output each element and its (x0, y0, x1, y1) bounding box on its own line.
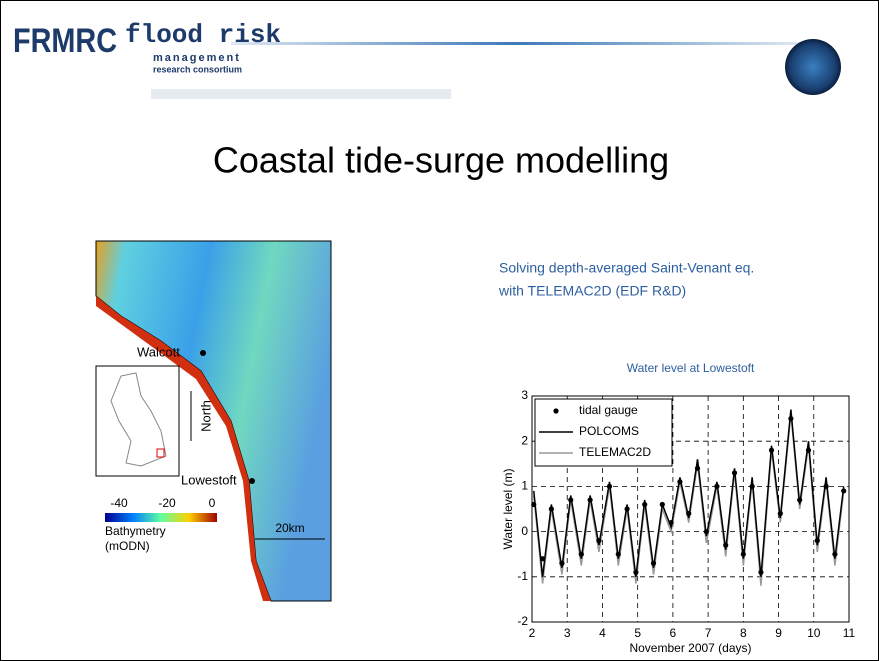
brand: flood risk (125, 20, 281, 50)
x-tick-label: 6 (670, 626, 677, 640)
header-line (231, 42, 801, 45)
legend-label: tidal gauge (579, 403, 638, 417)
data-point (607, 484, 612, 489)
map-label: Walcott (137, 344, 180, 359)
y-tick-label: 3 (521, 388, 528, 402)
x-tick-label: 5 (634, 626, 641, 640)
data-point (815, 538, 820, 543)
data-point (824, 484, 829, 489)
x-tick-label: 2 (529, 626, 536, 640)
data-point (677, 479, 682, 484)
y-tick-label: 0 (521, 524, 528, 538)
legend-label: TELEMAC2D (579, 445, 651, 459)
description: Solving depth-averaged Saint-Venant eq. (499, 260, 754, 276)
colorbar-label: 0 (209, 496, 216, 510)
x-tick-label: 9 (775, 626, 782, 640)
description: with TELEMAC2D (EDF R&D) (498, 283, 686, 299)
map-point (249, 478, 255, 484)
data-point (596, 538, 601, 543)
data-point (633, 570, 638, 575)
colorbar-title: Bathymetry (105, 524, 166, 538)
data-point (686, 511, 691, 516)
data-point (750, 484, 755, 489)
data-point (788, 416, 793, 421)
header-bg (1, 1, 878, 101)
data-point (651, 561, 656, 566)
slide: FRMRC flood risk management research con… (0, 0, 879, 661)
data-point (695, 466, 700, 471)
header-band (151, 89, 451, 99)
chart: Water level at Lowestoft November 2007 (d… (501, 361, 855, 655)
data-point (732, 470, 737, 475)
chart-title: Water level at Lowestoft (627, 361, 755, 375)
x-axis-label: November 2007 (days) (629, 641, 751, 655)
data-point (758, 570, 763, 575)
y-tick-label: -2 (517, 614, 528, 628)
x-tick-label: 7 (705, 626, 712, 640)
data-point (579, 552, 584, 557)
data-point (642, 502, 647, 507)
data-point (625, 506, 630, 511)
data-point (806, 448, 811, 453)
slide-canvas: FRMRC flood risk management research con… (1, 1, 878, 660)
logo: FRMRC (13, 22, 117, 60)
x-tick-label: 8 (740, 626, 747, 640)
data-point (704, 529, 709, 534)
map-point (200, 350, 206, 356)
data-point (660, 502, 665, 507)
colorbar-title: (mODN) (105, 539, 150, 553)
colorbar-label: -20 (158, 496, 176, 510)
inset-map (96, 366, 179, 476)
colorbar-label: -40 (110, 496, 128, 510)
data-point (616, 552, 621, 557)
x-tick-label: 4 (599, 626, 606, 640)
y-axis-label: Water level (m) (501, 469, 515, 550)
data-point (669, 520, 674, 525)
data-point (741, 552, 746, 557)
data-point (588, 497, 593, 502)
slide-title: Coastal tide-surge modelling (213, 140, 669, 181)
brand-sub: management (153, 52, 241, 64)
data-point (841, 488, 846, 493)
legend-swatch (553, 408, 558, 413)
x-tick-label: 3 (564, 626, 571, 640)
y-tick-label: 1 (521, 479, 528, 493)
data-point (559, 561, 564, 566)
data-point (549, 506, 554, 511)
data-point (568, 497, 573, 502)
data-point (540, 556, 545, 561)
map-label: North (198, 400, 213, 432)
colorbar (105, 513, 217, 522)
legend-label: POLCOMS (579, 424, 639, 438)
x-tick-label: 10 (807, 626, 821, 640)
map-label: Lowestoft (181, 472, 237, 487)
globe-icon (785, 39, 841, 95)
data-point (797, 497, 802, 502)
x-tick-label: 11 (843, 626, 856, 640)
scale-label: 20km (275, 521, 304, 535)
data-point (778, 511, 783, 516)
data-point (723, 543, 728, 548)
data-point (714, 484, 719, 489)
brand-sub: research consortium (153, 64, 242, 74)
y-tick-label: -1 (517, 569, 528, 583)
data-point (832, 552, 837, 557)
y-tick-label: 2 (521, 433, 528, 447)
data-point (769, 448, 774, 453)
